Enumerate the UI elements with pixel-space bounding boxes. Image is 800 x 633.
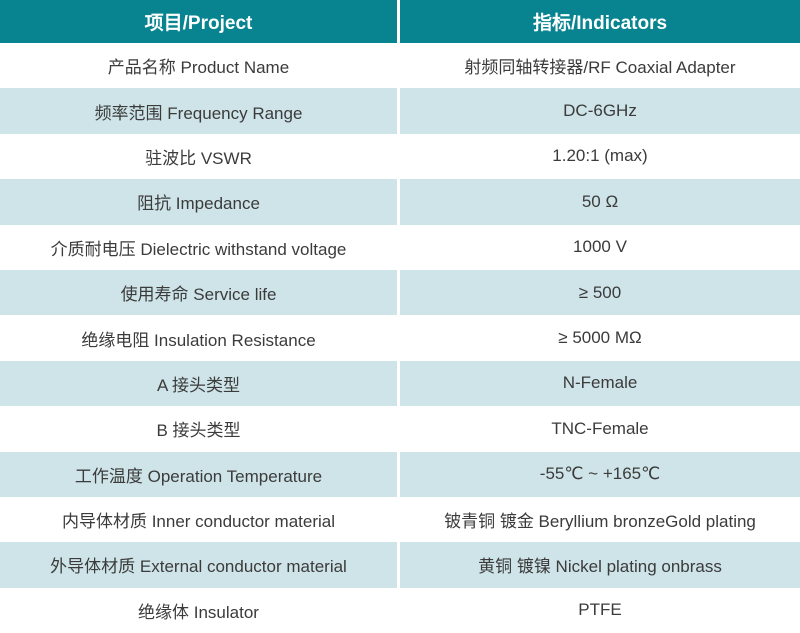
indicator-cell: ≥ 500 <box>400 269 800 316</box>
table-row: 工作温度 Operation Temperature -55℃ ~ +165℃ <box>0 451 800 497</box>
project-cell: 绝缘体 Insulator <box>0 587 400 633</box>
table-row: B 接头类型 TNC-Female <box>0 406 800 452</box>
indicator-cell: PTFE <box>400 587 800 633</box>
table-row: 频率范围 Frequency Range DC-6GHz <box>0 88 800 134</box>
table-row: 驻波比 VSWR 1.20:1 (max) <box>0 133 800 180</box>
table-row: A 接头类型 N-Female <box>0 360 800 407</box>
indicator-cell: 铍青铜 镀金 Beryllium bronzeGold plating <box>400 496 800 543</box>
spec-table-head: 项目/Project 指标/Indicators <box>0 0 800 43</box>
project-cell: 内导体材质 Inner conductor material <box>0 496 400 543</box>
project-cell: 工作温度 Operation Temperature <box>0 451 400 497</box>
indicator-cell: 50 Ω <box>400 179 800 225</box>
indicator-cell: ≥ 5000 MΩ <box>400 315 800 361</box>
table-row: 阻抗 Impedance 50 Ω <box>0 179 800 225</box>
table-row: 绝缘电阻 Insulation Resistance ≥ 5000 MΩ <box>0 315 800 361</box>
project-cell: B 接头类型 <box>0 406 400 452</box>
project-cell: 介质耐电压 Dielectric withstand voltage <box>0 224 400 270</box>
table-header-row: 项目/Project 指标/Indicators <box>0 0 800 43</box>
table-row: 外导体材质 External conductor material 黄铜 镀镍 … <box>0 542 800 588</box>
indicator-cell: 1.20:1 (max) <box>400 133 800 180</box>
spec-table-body: 产品名称 Product Name 射频同轴转接器/RF Coaxial Ada… <box>0 43 800 633</box>
header-cell-indicators: 指标/Indicators <box>400 0 800 43</box>
indicator-cell: N-Female <box>400 360 800 407</box>
project-cell: 绝缘电阻 Insulation Resistance <box>0 315 400 361</box>
project-cell: 阻抗 Impedance <box>0 179 400 225</box>
project-cell: 产品名称 Product Name <box>0 43 400 89</box>
table-row: 使用寿命 Service life ≥ 500 <box>0 269 800 316</box>
indicator-cell: 射频同轴转接器/RF Coaxial Adapter <box>400 43 800 89</box>
table-row: 介质耐电压 Dielectric withstand voltage 1000 … <box>0 224 800 270</box>
indicator-cell: -55℃ ~ +165℃ <box>400 451 800 497</box>
project-cell: 频率范围 Frequency Range <box>0 88 400 134</box>
indicator-cell: 黄铜 镀镍 Nickel plating onbrass <box>400 542 800 588</box>
header-cell-project: 项目/Project <box>0 0 400 43</box>
indicator-cell: DC-6GHz <box>400 88 800 134</box>
table-row: 内导体材质 Inner conductor material 铍青铜 镀金 Be… <box>0 496 800 543</box>
project-cell: 使用寿命 Service life <box>0 269 400 316</box>
table-row: 绝缘体 Insulator PTFE <box>0 587 800 633</box>
indicator-cell: TNC-Female <box>400 406 800 452</box>
project-cell: 外导体材质 External conductor material <box>0 542 400 588</box>
project-cell: 驻波比 VSWR <box>0 133 400 180</box>
table-row: 产品名称 Product Name 射频同轴转接器/RF Coaxial Ada… <box>0 43 800 89</box>
project-cell: A 接头类型 <box>0 360 400 407</box>
indicator-cell: 1000 V <box>400 224 800 270</box>
